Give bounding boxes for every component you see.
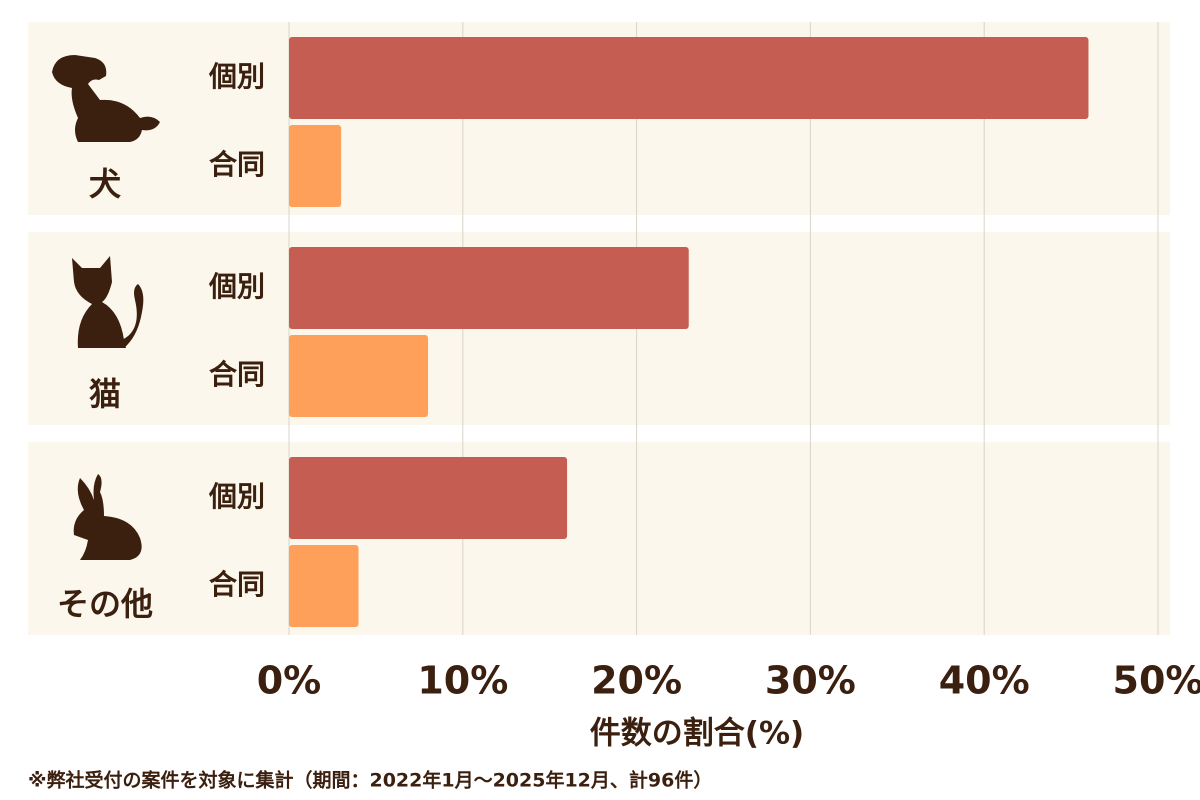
x-tick-label: 20% bbox=[591, 659, 682, 703]
series-label: 合同 bbox=[209, 568, 265, 601]
icons bbox=[52, 55, 160, 560]
bar bbox=[289, 545, 359, 627]
series-label: 合同 bbox=[209, 358, 265, 391]
category-label: 猫 bbox=[89, 375, 121, 413]
series-label: 個別 bbox=[208, 270, 265, 303]
bar bbox=[289, 37, 1089, 119]
bar bbox=[289, 457, 568, 539]
x-tick-label: 0% bbox=[257, 659, 322, 703]
x-tick-label: 40% bbox=[939, 659, 1030, 703]
group-panel bbox=[28, 442, 1170, 635]
x-tick-label: 50% bbox=[1113, 659, 1200, 703]
dog-icon bbox=[52, 55, 160, 142]
cat-icon bbox=[72, 256, 144, 348]
rabbit-icon bbox=[73, 474, 142, 560]
x-tick-label: 30% bbox=[765, 659, 856, 703]
series-label: 個別 bbox=[208, 480, 265, 513]
x-tick-label: 10% bbox=[417, 659, 508, 703]
bar bbox=[289, 125, 342, 207]
category-label: その他 bbox=[57, 585, 153, 623]
series-label: 合同 bbox=[209, 148, 265, 181]
category-label: 犬 bbox=[89, 165, 121, 203]
bar bbox=[289, 335, 429, 417]
x-axis-title: 件数の割合(%) bbox=[590, 716, 804, 752]
footnote: ※弊社受付の案件を対象に集計（期間：2022年1月～2025年12月、計96件） bbox=[28, 769, 712, 792]
series-label: 個別 bbox=[208, 60, 265, 93]
bar bbox=[289, 247, 689, 329]
